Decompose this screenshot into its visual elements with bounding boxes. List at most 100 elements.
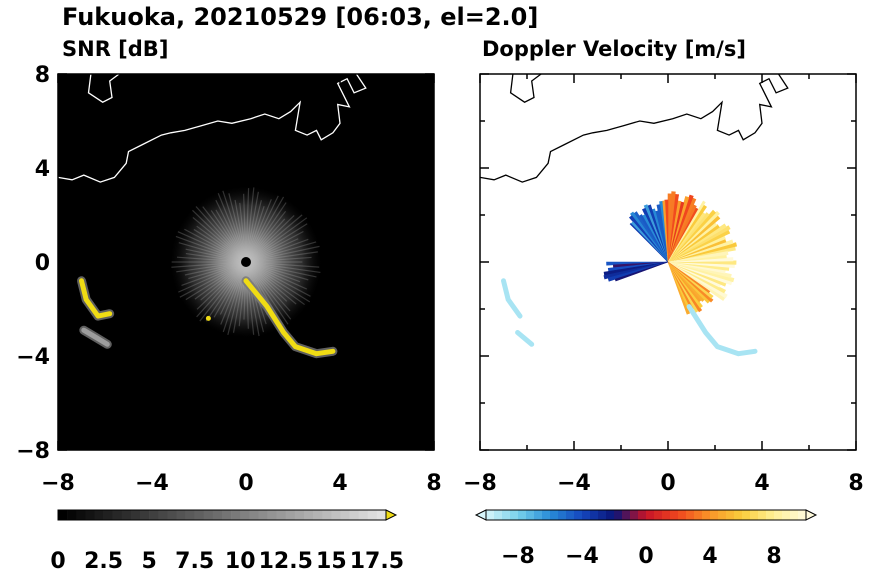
doppler-colorbar-tick-label: 4 [702, 544, 717, 569]
snr-x-tick-label: −4 [135, 471, 169, 496]
snr-beam [245, 202, 287, 263]
snr-beam [245, 261, 308, 290]
snr-beam [176, 261, 247, 273]
snr-colorbar-swatch [331, 510, 341, 520]
snr-beam [176, 256, 247, 263]
snr-colorbar-swatch [176, 510, 186, 520]
snr-colorbar-swatch [76, 510, 86, 520]
doppler-colorbar-swatch [550, 510, 559, 520]
snr-beam [192, 209, 247, 263]
snr-beam [177, 231, 247, 263]
snr-beam [245, 261, 309, 281]
snr-beam [245, 261, 291, 312]
doppler-colorbar-swatch [670, 510, 679, 520]
snr-beam [219, 261, 247, 315]
snr-beam [193, 228, 247, 263]
doppler-colorbar-swatch [566, 510, 575, 520]
doppler-colorbar-swatch [718, 510, 727, 520]
doppler-colorbar-swatch [678, 510, 687, 520]
snr-beam [200, 261, 247, 301]
snr-colorbar-swatch [212, 510, 223, 520]
snr-colorbar-swatch [85, 510, 95, 520]
snr-beam [245, 256, 312, 263]
snr-colorbar-tick-label: 5 [141, 549, 156, 570]
doppler-colorbar-swatch [774, 510, 783, 520]
doppler-colorbar-swatch [758, 510, 767, 520]
doppler-sector-wedge [614, 261, 669, 282]
doppler-colorbar-tick-label: 8 [766, 544, 781, 569]
snr-beam [184, 261, 247, 276]
doppler-colorbar-swatch [630, 510, 639, 520]
snr-colorbar-swatch [94, 510, 104, 520]
doppler-colorbar-swatch [502, 510, 511, 520]
doppler-colorbar-swatch [798, 510, 807, 520]
snr-beam [222, 261, 247, 333]
doppler-sector-wedge [667, 261, 711, 294]
doppler-colorbar-swatch [614, 510, 623, 520]
snr-colorbar-swatch [158, 510, 168, 520]
doppler-colorbar-swatch [654, 510, 663, 520]
snr-beam [245, 261, 260, 337]
snr-colorbar-swatch [149, 510, 159, 520]
snr-beam [245, 205, 265, 263]
snr-colorbar-swatch [140, 510, 150, 520]
doppler-colorbar-swatch [710, 510, 719, 520]
figure-title: Fukuoka, 20210529 [06:03, el=2.0] [62, 3, 538, 31]
snr-beam [245, 191, 259, 263]
snr-colorbar-extend-max [385, 509, 398, 521]
snr-colorbar-swatch [103, 510, 113, 520]
doppler-colorbar: −8 −4 0 4 8 [474, 509, 818, 569]
doppler-colorbar-swatch [590, 510, 599, 520]
snr-beam [213, 261, 247, 318]
snr-beam [245, 196, 285, 263]
snr-colorbar-tick-label: 15 [316, 549, 347, 570]
snr-x-tick-label: 0 [238, 471, 253, 496]
snr-beam [196, 225, 247, 263]
snr-x-tick-label: 4 [332, 471, 347, 496]
snr-beam [217, 193, 247, 263]
snr-beam [245, 199, 272, 263]
snr-beam [245, 223, 308, 263]
snr-beam [179, 261, 247, 298]
snr-y-tick-label: 4 [35, 157, 50, 182]
snr-beam [245, 261, 317, 278]
snr-y-tick-label: 8 [35, 63, 50, 88]
snr-colorbar-swatch [67, 510, 77, 520]
snr-colorbar-swatch [294, 510, 305, 520]
doppler-colorbar-frame [485, 509, 807, 521]
doppler-colorbar-swatch [766, 510, 775, 520]
snr-colorbar-tick-label: 17.5 [350, 549, 404, 570]
doppler-colorbar-tick-label: −8 [501, 544, 535, 569]
snr-beam [245, 238, 299, 263]
doppler-colorbar-swatch [558, 510, 567, 520]
doppler-x-tick-label: 4 [754, 471, 769, 496]
doppler-colorbar-swatch [510, 510, 519, 520]
snr-beam [245, 187, 255, 263]
snr-x-tick-label: 8 [426, 471, 441, 496]
snr-colorbar-swatch [267, 510, 277, 520]
snr-panel-title: SNR [dB] [62, 37, 168, 61]
snr-beam [215, 199, 247, 263]
snr-beam [245, 214, 303, 263]
doppler-colorbar-swatch [662, 510, 671, 520]
snr-beam [192, 216, 247, 263]
snr-beam [245, 230, 304, 263]
snr-beam [238, 261, 247, 327]
doppler-colorbar-swatch [750, 510, 759, 520]
snr-beam [185, 261, 247, 301]
snr-beam [210, 210, 247, 263]
snr-beam [196, 261, 247, 318]
snr-colorbar-swatch [285, 510, 296, 520]
doppler-panel-title: Doppler Velocity [m/s] [482, 37, 746, 61]
snr-colorbar-swatch [194, 510, 205, 520]
doppler-colorbar-swatch [694, 510, 703, 520]
doppler-sector-wedge [662, 200, 669, 263]
doppler-colorbar-tick-label: 0 [638, 544, 653, 569]
snr-colorbar-frame [57, 509, 387, 521]
snr-colorbar-swatch [249, 510, 259, 520]
snr-colorbar-swatch [167, 510, 177, 520]
snr-beam [243, 261, 247, 320]
doppler-sector-wedge [667, 200, 706, 263]
snr-colorbar-swatch [349, 510, 359, 520]
doppler-colorbar-swatch [486, 510, 495, 520]
